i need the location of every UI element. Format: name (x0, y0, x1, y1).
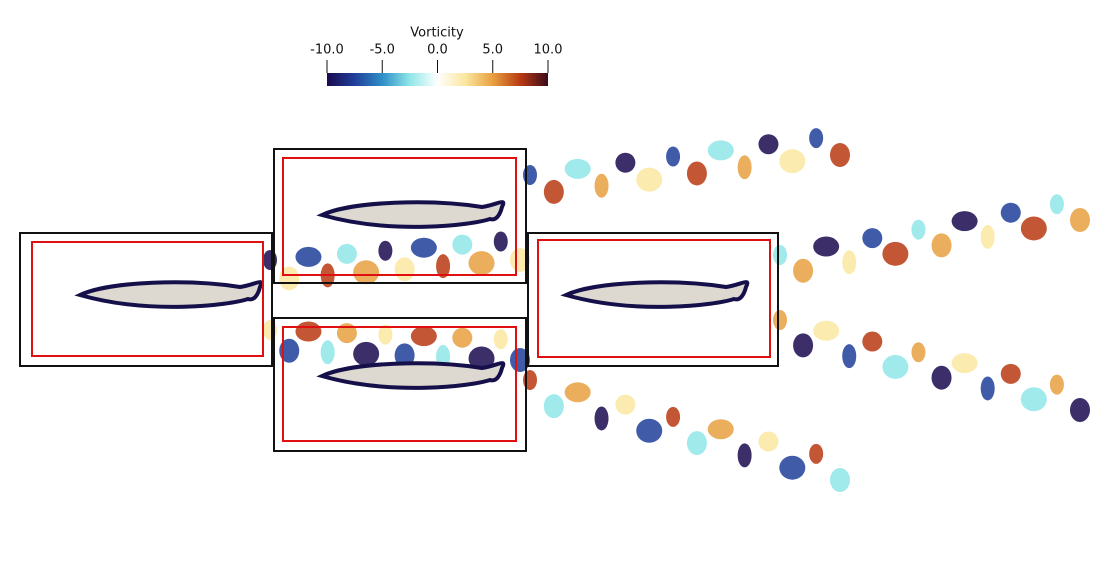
vortex (544, 180, 564, 204)
vortex (793, 259, 813, 283)
vortex (295, 322, 321, 342)
tick-label: 5.0 (482, 43, 503, 58)
vortex (830, 143, 850, 167)
vortex (708, 140, 734, 160)
vortex (595, 174, 609, 198)
vortex (862, 332, 882, 352)
vortex (687, 431, 707, 455)
vortex (378, 241, 392, 261)
vortex (842, 344, 856, 368)
vortex (1001, 364, 1021, 384)
fish (80, 282, 261, 307)
vortex (636, 168, 662, 192)
vortex (353, 260, 379, 284)
tick-label: 10.0 (534, 43, 563, 58)
colorbar-gradient (327, 73, 548, 86)
vortex (469, 251, 495, 275)
vortex (738, 155, 752, 179)
vortex (337, 244, 357, 264)
vortex (952, 353, 978, 373)
vortex (708, 419, 734, 439)
vortex (1050, 375, 1064, 395)
vortex (395, 257, 415, 281)
vortex (862, 228, 882, 248)
vortex (565, 382, 591, 402)
page: Vorticity -10.0-5.00.05.010.0 (() => { c… (0, 0, 1096, 582)
vortex (738, 443, 752, 467)
vortex (1070, 398, 1090, 422)
vortex (981, 376, 995, 400)
vortex (1021, 387, 1047, 411)
vortex (758, 134, 778, 154)
fish (566, 282, 747, 307)
vortex (830, 468, 850, 492)
vortex (981, 225, 995, 249)
vortex (666, 407, 680, 427)
scene: Vorticity -10.0 -5.0 0.0 5.0 10.0 (0, 0, 1096, 582)
vortex (615, 153, 635, 173)
vortex (882, 242, 908, 266)
vortex (615, 395, 635, 415)
vortex (952, 211, 978, 231)
vortex (687, 161, 707, 185)
vortex (411, 326, 437, 346)
vortex (773, 310, 787, 330)
colorbar-title: Vorticity (410, 26, 464, 41)
tick-label: -10.0 (310, 43, 344, 58)
vortex (295, 247, 321, 267)
vortex (666, 147, 680, 167)
vortex-wake (263, 128, 1090, 492)
vortex (353, 342, 379, 366)
vortex (809, 444, 823, 464)
vortex (911, 220, 925, 240)
tick-label: -5.0 (370, 43, 395, 58)
vortex (813, 237, 839, 257)
vortex (452, 328, 472, 348)
vortex (1001, 203, 1021, 223)
vortex (1021, 216, 1047, 240)
vortex (636, 419, 662, 443)
vortex (544, 394, 564, 418)
tick-label: 0.0 (427, 43, 448, 58)
vortex (321, 340, 335, 364)
vortex (932, 366, 952, 390)
vortex (911, 342, 925, 362)
vortex (842, 250, 856, 274)
vortex (758, 432, 778, 452)
vortex (779, 456, 805, 480)
vortex (494, 232, 508, 252)
vortex (1050, 194, 1064, 214)
vortex (565, 159, 591, 179)
colorbar: Vorticity -10.0 -5.0 0.0 5.0 10.0 (310, 26, 562, 87)
vortex (809, 128, 823, 148)
vortex (494, 329, 508, 349)
vortex (1070, 208, 1090, 232)
fish (322, 363, 503, 388)
fish (322, 202, 503, 227)
vortex (932, 233, 952, 257)
vortex (793, 333, 813, 357)
vortex (779, 149, 805, 173)
vortex (452, 235, 472, 255)
vortex (813, 321, 839, 341)
vortex (411, 238, 437, 258)
vortex (595, 406, 609, 430)
vortex (882, 355, 908, 379)
vortex (773, 245, 787, 265)
